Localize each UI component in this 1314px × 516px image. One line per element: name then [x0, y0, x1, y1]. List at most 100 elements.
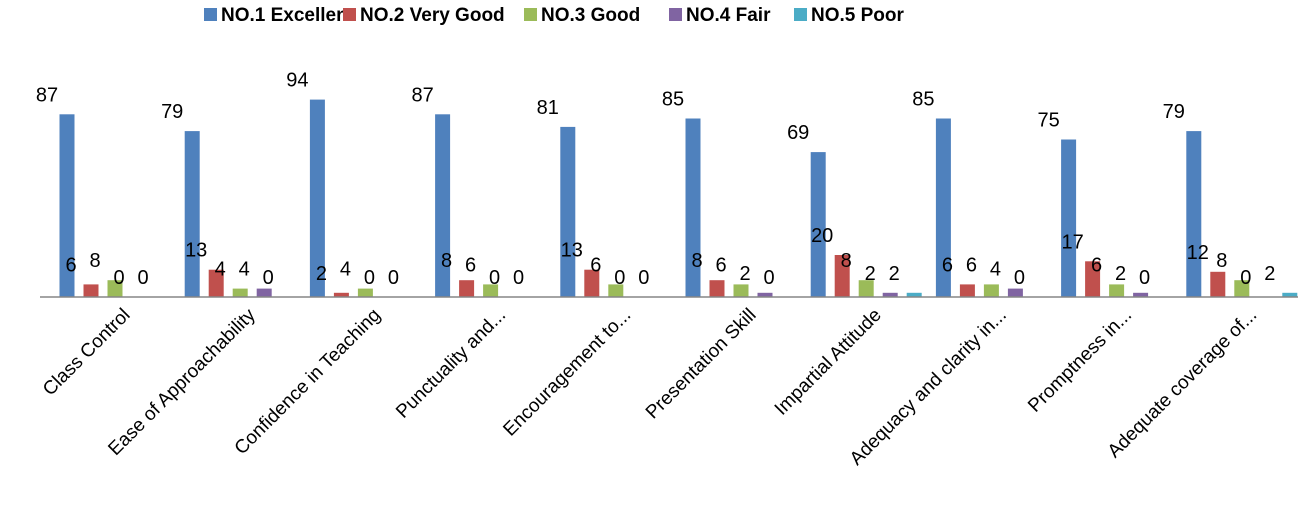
bar: [733, 284, 749, 297]
legend-label: NO.2 Very Good: [360, 5, 505, 26]
bar: [184, 131, 200, 297]
data-label: 0: [364, 267, 375, 289]
legend-label: NO.3 Good: [541, 5, 640, 26]
bar: [882, 292, 898, 297]
category-tick-label: Ease of Approachability: [104, 304, 260, 460]
bar: [483, 284, 499, 297]
data-label: 2: [1264, 263, 1275, 285]
data-label: 12: [1187, 242, 1209, 264]
data-label: 6: [1091, 254, 1102, 276]
bar: [608, 284, 624, 297]
data-label: 0: [1240, 267, 1251, 289]
data-label: 2: [739, 263, 750, 285]
bar: [983, 284, 999, 297]
bar: [1186, 131, 1202, 297]
data-label: 87: [36, 84, 58, 106]
bar: [1061, 139, 1077, 297]
data-label: 8: [89, 250, 100, 272]
legend-item: NO.5 Poor: [794, 5, 905, 26]
legend-swatch: [343, 8, 356, 21]
data-label: 6: [465, 254, 476, 276]
bar: [709, 280, 725, 297]
data-label: 69: [787, 122, 809, 144]
data-label: 2: [889, 263, 900, 285]
data-label: 4: [239, 259, 250, 281]
data-label: 6: [65, 254, 76, 276]
data-label: 85: [662, 89, 684, 111]
data-label: 2: [316, 263, 327, 285]
category-tick-label: Adequate coverage of...: [1104, 305, 1262, 463]
bar: [1007, 288, 1023, 297]
legend-item: NO.3 Good: [524, 5, 640, 26]
category-tick-label: Impartial Attitude: [771, 305, 886, 420]
bar: [935, 118, 951, 297]
bar: [1109, 284, 1125, 297]
data-label: 0: [614, 267, 625, 289]
bar: [1234, 280, 1250, 297]
bar: [309, 99, 325, 297]
bar: [357, 288, 373, 297]
bar: [1133, 292, 1149, 297]
legend-label: NO.1 Excellent: [221, 5, 355, 26]
legend-swatch: [669, 8, 682, 21]
category-tick-label: Presentation Skill: [642, 305, 761, 424]
data-label: 0: [1014, 267, 1025, 289]
bar: [232, 288, 248, 297]
bar: [584, 269, 600, 297]
bar: [906, 292, 922, 297]
legend-swatch: [524, 8, 537, 21]
data-label: 13: [561, 240, 583, 262]
data-label: 8: [841, 250, 852, 272]
bar: [858, 280, 874, 297]
data-label: 0: [513, 267, 524, 289]
data-label: 0: [763, 267, 774, 289]
data-label: 79: [1163, 101, 1185, 123]
bar: [1282, 292, 1298, 297]
bar: [59, 114, 75, 297]
data-label: 13: [185, 240, 207, 262]
bar: [560, 126, 576, 298]
bar: [256, 288, 272, 297]
data-label: 8: [691, 250, 702, 272]
bar: [1085, 261, 1101, 297]
data-label: 79: [161, 101, 183, 123]
category-tick-label: Promptness in...: [1024, 305, 1136, 417]
bar: [834, 255, 850, 297]
bar: [810, 152, 826, 297]
data-label: 75: [1037, 110, 1059, 132]
legend-item: NO.2 Very Good: [343, 5, 505, 26]
data-label: 6: [966, 254, 977, 276]
data-label: 6: [590, 254, 601, 276]
data-label: 0: [489, 267, 500, 289]
data-label: 17: [1061, 231, 1083, 253]
data-label: 6: [715, 254, 726, 276]
category-tick-label: Encouragement to...: [499, 305, 635, 441]
data-label: 0: [1139, 267, 1150, 289]
bar: [459, 280, 475, 297]
bar: [208, 269, 224, 297]
legend-label: NO.4 Fair: [686, 5, 771, 26]
bars: [59, 99, 1298, 298]
data-label: 2: [1115, 263, 1126, 285]
data-label: 0: [113, 267, 124, 289]
category-tick-label: Confidence in Teaching: [231, 305, 385, 459]
legend-swatch: [204, 8, 217, 21]
bar: [333, 292, 349, 297]
data-label: 2: [865, 263, 876, 285]
data-label: 4: [215, 259, 226, 281]
bar: [435, 114, 451, 297]
legend-swatch: [794, 8, 807, 21]
bar: [959, 284, 975, 297]
bar: [107, 280, 123, 297]
data-label: 4: [990, 259, 1001, 281]
legend: NO.1 Excellent NO.2 Very Good NO.3 Good NO.…: [204, 5, 905, 26]
data-label: 81: [537, 97, 559, 119]
data-label: 8: [1216, 250, 1227, 272]
legend-label: NO.5 Poor: [811, 5, 905, 26]
data-label: 20: [811, 225, 833, 247]
bar: [1210, 271, 1226, 297]
data-label: 0: [388, 267, 399, 289]
